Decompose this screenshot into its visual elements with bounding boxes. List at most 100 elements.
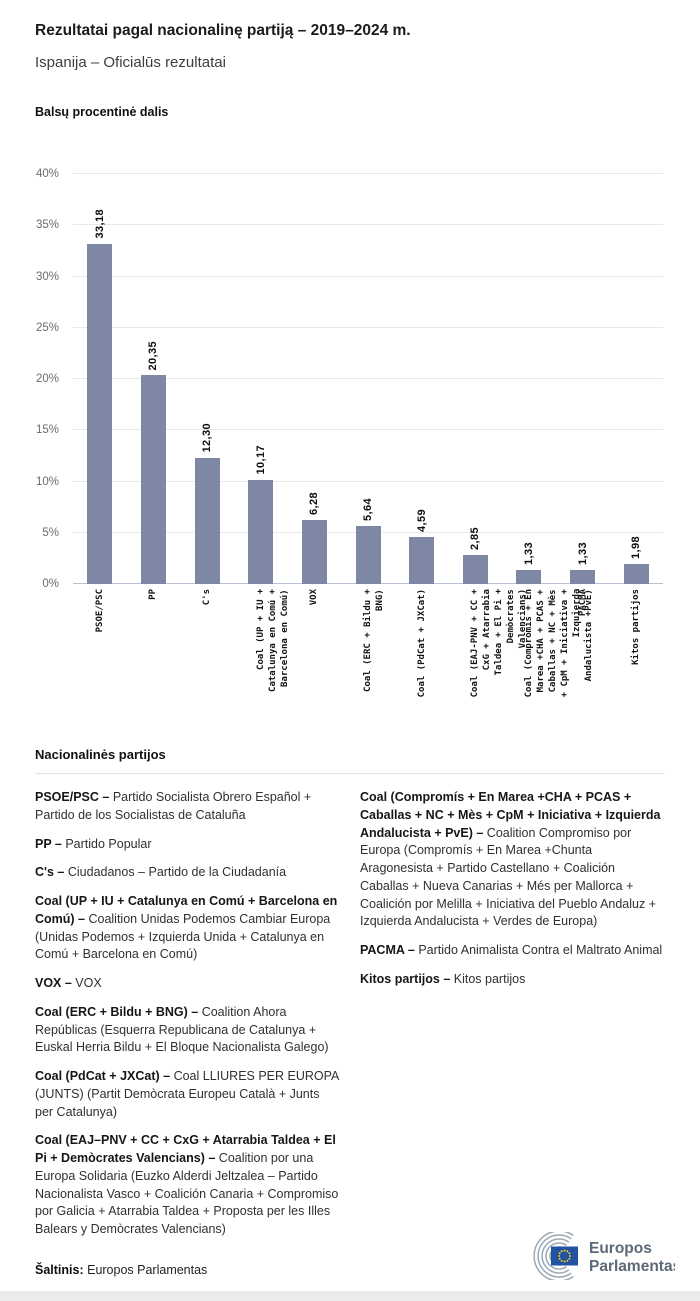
source-label: Šaltinis: [35,1263,84,1277]
bar-value-label: 20,35 [147,340,160,371]
bar-value-label: 4,59 [415,508,428,532]
x-axis-slot: VOX [288,584,342,734]
bar-value-label: 33,18 [93,209,106,239]
bar-value-label: 1,33 [522,542,535,566]
bar [248,479,274,584]
legend-entry-term: PP – [35,836,62,851]
gridline [73,173,663,174]
bar-slot: 2,85 [448,174,502,584]
plot-row: 0% 5% 10% 15% 20% 25% 30% 35% 40% 33,18 20,35 12,3… [35,168,700,590]
bar [462,554,488,584]
y-axis-tick-label: 40% [35,168,59,180]
bar-slot: 12,30 [180,174,234,584]
x-axis-slot: C's [180,584,234,734]
x-axis-tick-label: Coal (UP + IU + Catalunya en Comú + Barc… [255,589,290,692]
gridline [73,480,663,482]
y-axis-tick-label: 20% [35,373,59,385]
bar [409,536,435,584]
bar [194,457,220,584]
page-footer: Šaltinis: Europos Parlamentas [35,1230,681,1285]
bar-slot: 20,35 [127,174,181,584]
legend-column: Coal (Compromís + En Marea +CHA + PCAS +… [360,789,665,1250]
legend-columns: PSOE/PSC – Partido Socialista Obrero Esp… [35,789,665,1250]
x-axis-slot: PP [127,584,181,734]
bar [516,570,542,584]
bar-value-label: 2,85 [469,526,482,550]
bar [140,375,166,584]
x-axis-tick-label: PACMA [577,589,588,617]
y-axis-tick-label: 35% [35,219,59,232]
bar-slot: 1,33 [556,174,610,584]
x-axis-labels: PSOE/PSC PP C's Coal (UP + IU + Catalunya e… [73,584,663,734]
y-axis-tick-label: 5% [42,526,59,539]
european-parliament-logo: Europos Parlamentas [507,1230,681,1285]
plot-area: 33,18 20,35 12,30 10,17 6,28 5,64 4,59 2,85 1,33… [73,173,663,584]
bars: 33,18 20,35 12,30 10,17 6,28 5,64 4,59 2,85 1,33… [73,174,663,584]
legend-entry: C's – Ciudadanos – Partido de la Ciudada… [35,865,287,880]
bar-slot: 1,33 [502,174,556,584]
legend-divider [35,773,665,774]
page-title: Rezultatai pagal nacionalinę partiją – 2… [35,22,411,39]
x-axis-slot: Kitos partijos [609,584,663,734]
x-axis-tick-label: Coal (PdCat + JXCat) [416,589,427,698]
legend-entry: PACMA – Partido Animalista Contra el Mal… [360,943,663,957]
chart-title: Balsų procentinė dalis [35,105,169,119]
legend-column: PSOE/PSC – Partido Socialista Obrero Esp… [35,789,340,1250]
y-axis-tick-label: 0% [42,578,59,590]
x-axis-slot: Coal (UP + IU + Catalunya en Comú + Barc… [234,584,290,734]
x-axis-slot: Coal (EAJ-PNV + CC + CxG + Atarrabia Tal… [448,584,528,734]
european-parliament-logo-svg: Europos Parlamentas [533,1230,681,1282]
page-subtitle: Ispanija – Oficialūs rezultatai [35,54,226,71]
x-axis-slot: PACMA [556,584,610,734]
bar-value-label: 10,17 [254,445,267,475]
legend-entry-term: Coal (UP + IU + Catalunya en Comú + Barc… [35,894,338,926]
legend-entry-term: Coal (Compromís + En Marea +CHA + PCAS +… [360,790,661,840]
legend-entry: Coal (PdCat + JXCat) – Coal LLIURES PER … [35,1069,339,1119]
legend-entry: Kitos partijos – Kitos partijos [360,971,526,986]
bar [570,570,596,584]
legend-entry-term: PACMA – [360,943,415,957]
x-axis-tick-label: PSOE/PSC [94,589,105,633]
bar-slot: 5,64 [341,174,395,584]
y-axis-tick-label: 15% [35,424,59,437]
x-axis-slot: PSOE/PSC [73,584,127,734]
x-axis-tick-label: C's [202,589,213,606]
legend-entry-term: Coal (EAJ–PNV + CC + CxG + Atarrabia Tal… [35,1133,336,1165]
y-axis-tick-label: 25% [35,321,59,334]
legend-title: Nacionalinės partijos [35,747,166,762]
legend-entry-term: VOX – [35,976,72,990]
gridline [73,378,663,379]
bar-value-label: 5,64 [362,498,375,522]
bar [301,519,327,584]
gridline [73,224,663,226]
legend-entry-term: Kitos partijos – [360,971,451,986]
gridline [73,326,663,328]
logo-text-line1: Europos [589,1240,652,1257]
legend-entry: PP – Partido Popular [35,836,152,851]
bar-value-label: 1,98 [630,535,643,559]
legend-entry: PSOE/PSC – Partido Socialista Obrero Esp… [35,790,312,822]
bar-slot: 1,98 [609,174,663,584]
bar-value-label: 1,33 [576,542,589,566]
gridline [73,275,663,277]
bar-value-label: 6,28 [308,491,321,515]
gridline [73,429,663,431]
source-value: Europos Parlamentas [87,1263,208,1277]
legend-entry: Coal (EAJ–PNV + CC + CxG + Atarrabia Tal… [35,1133,339,1236]
x-axis-slot: Coal (Compromís + En Marea +CHA + PCAS +… [502,584,594,734]
legend-entry: Coal (UP + IU + Catalunya en Comú + Barc… [35,894,338,962]
x-axis-tick-label: Kitos partijos [631,589,642,665]
bar-slot: 10,17 [234,174,288,584]
legend-entry: VOX – VOX [35,976,102,990]
y-axis-tick-label: 10% [35,475,59,488]
legend-entry-term: PSOE/PSC – [35,790,110,804]
legend-entry-term: C's – [35,865,65,880]
bar-slot: 4,59 [395,174,449,584]
legend-entry: Coal (ERC + Bildu + BNG) – Coalition Aho… [35,1004,329,1055]
x-axis-slot: Coal (ERC + Bildu + BNG) [341,584,395,734]
bar-slot: 33,18 [73,174,127,584]
legend-entry-term: Coal (PdCat + JXCat) – [35,1069,171,1083]
bar [623,563,649,584]
y-axis-tick-label: 30% [35,270,59,283]
x-axis-tick-label: PP [148,589,159,600]
